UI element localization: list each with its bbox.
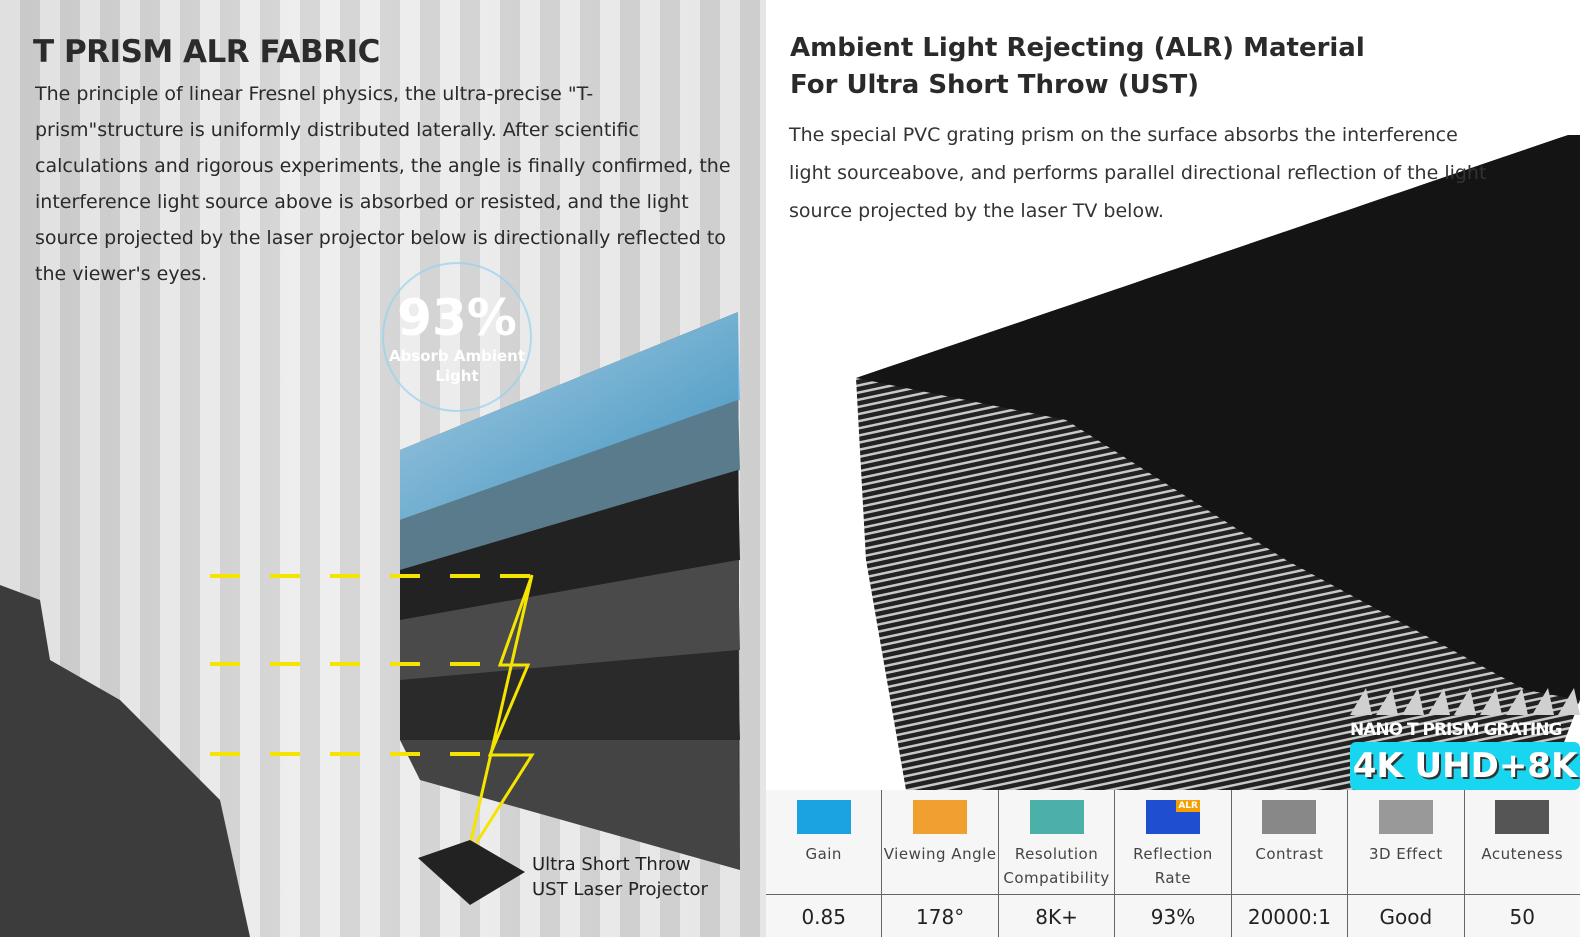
eye-icon [913,800,968,834]
spec-gain: Gain 0.85 [766,790,882,937]
nano-label: NANO T PRISM GRATING [1350,720,1562,740]
contrast-icon [1262,800,1317,834]
spec-table: Gain 0.85 Viewing Angle 178° Resolution … [766,790,1580,937]
sun-icon [796,800,851,834]
left-panel: T PRISM ALR FABRIC The principle of line… [0,0,766,937]
spec-name: 3D Effect [1368,844,1443,863]
resolution-triangle-icon [1029,800,1084,834]
right-title-line1: Ambient Light Rejecting (ALR) Material [790,33,1365,63]
spec-resolution-compatibility: Resolution Compatibility 8K+ [997,790,1115,937]
spec-reflection-rate: ALR Reflection Rate 93% [1114,790,1231,937]
right-panel: Ambient Light Rejecting (ALR) Material F… [766,0,1580,937]
alr-reflection-icon: ALR [1145,800,1200,834]
absorb-label: Absorb Ambient Light [388,347,526,385]
right-description: The special PVC grating prism on the sur… [789,124,1487,222]
projector-icon [418,840,525,905]
spec-name: Acuteness [1481,844,1564,863]
spec-value: 20000:1 [1231,894,1348,937]
spec-contrast: Contrast 20000:1 [1230,790,1348,937]
projector-label-line1: Ultra Short Throw [532,854,691,875]
projector-label-line2: UST Laser Projector [532,879,708,900]
absorb-badge: 93% Absorb Ambient Light [382,262,532,412]
acuteness-icon [1495,800,1550,834]
spec-value: 0.85 [766,894,882,937]
spec-acuteness: Acuteness 50 [1463,790,1580,937]
projector-label: Ultra Short Throw UST Laser Projector [532,852,708,902]
viewer-silhouette [0,585,250,937]
left-title: T PRISM ALR FABRIC [33,34,380,70]
spec-value: Good [1348,894,1464,937]
spec-name: Gain [805,844,842,863]
prism-illustration [0,0,766,937]
3d-effect-icon [1378,800,1433,834]
spec-value: 178° [882,894,998,937]
spec-value: 93% [1115,894,1231,937]
prism-grating-icon [1350,688,1580,715]
uhd-badge: 4K UHD+8K [1350,742,1580,790]
spec-value: 50 [1464,894,1580,937]
absorb-value: 93% [397,289,517,347]
left-description: The principle of linear Fresnel physics,… [35,83,731,285]
alr-tag: ALR [1176,800,1200,812]
spec-viewing-angle: Viewing Angle 178° [881,790,998,937]
spec-name: Resolution Compatibility [1003,844,1110,887]
spec-3d-effect: 3D Effect Good [1347,790,1464,937]
right-title: Ambient Light Rejecting (ALR) Material F… [790,30,1365,104]
spec-name: Contrast [1255,844,1324,863]
right-title-line2: For Ultra Short Throw (UST) [790,70,1200,100]
spec-value: 8K+ [998,894,1115,937]
fabric-sample [856,135,1580,790]
spec-name: Viewing Angle [883,844,997,863]
spec-name: Reflection Rate [1133,844,1213,887]
